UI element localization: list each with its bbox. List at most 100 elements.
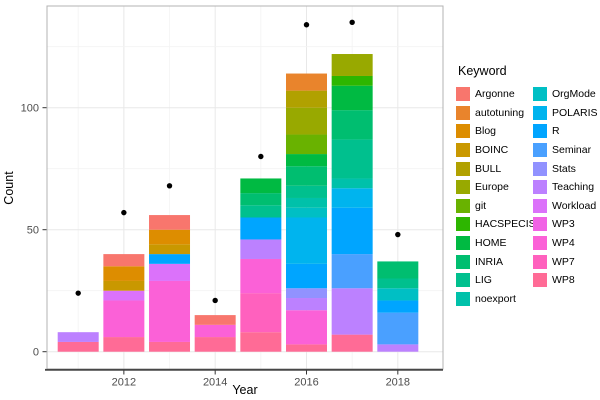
bar-segment-2017-Teaching xyxy=(331,288,373,335)
bar-segment-2018-Seminar xyxy=(377,312,419,345)
bar-segment-2016-R xyxy=(286,263,327,289)
legend-label: OrgMode xyxy=(552,88,596,101)
bar-segment-2017-POLARIS xyxy=(331,188,373,208)
bar-segment-2016-HOME xyxy=(286,154,327,167)
legend-item-LIG: LIG xyxy=(456,271,533,290)
bar-segment-2016-BULL xyxy=(286,90,327,108)
bar-segment-2016-OrgMode xyxy=(286,207,327,218)
total-dot-2017 xyxy=(349,19,355,25)
legend-label: POLARIS xyxy=(552,106,598,119)
y-tick-label-50: 50 xyxy=(27,225,39,237)
legend-item-Seminar: Seminar xyxy=(533,141,598,160)
x-tick-label-2016: 2016 xyxy=(294,377,318,389)
bar-segment-2012-WP4 xyxy=(103,300,145,338)
legend-item-WP7: WP7 xyxy=(533,252,598,271)
legend-swatch-noexport xyxy=(456,291,470,306)
bar-segment-2013-BOINC xyxy=(149,244,191,255)
bar-segment-2017-LIG xyxy=(331,139,373,179)
legend-swatch-LIG xyxy=(456,273,470,288)
legend-label: autotuning xyxy=(475,106,525,119)
bar-segment-2018-R xyxy=(377,300,419,313)
bar-segment-2016-autotuning xyxy=(286,73,327,91)
legend-item-WP8: WP8 xyxy=(533,271,598,290)
total-dot-2014 xyxy=(212,297,218,304)
bar-segment-2011-Teaching xyxy=(57,332,99,342)
bar-segment-2015-WP7 xyxy=(240,293,282,333)
bar-segment-2018-Teaching xyxy=(377,344,419,352)
bar-segment-2018-LIG xyxy=(377,278,419,289)
bar-segment-2013-WP4 xyxy=(149,280,191,342)
legend-item-Workload: Workload xyxy=(533,197,598,216)
legend-label: HOME xyxy=(475,237,507,250)
legend-label: WP8 xyxy=(552,274,575,287)
bar-segment-2013-WP8 xyxy=(149,341,191,352)
legend-label: git xyxy=(475,199,487,212)
legend-label: HACSPECIS xyxy=(475,218,536,231)
legend-swatch-WP3 xyxy=(533,217,547,232)
y-axis-title: Count xyxy=(2,171,16,205)
bar-segment-2011-WP8 xyxy=(57,341,99,352)
legend-label: Teaching xyxy=(552,181,595,194)
legend-item-WP3: WP3 xyxy=(533,215,598,234)
x-tick-label-2012: 2012 xyxy=(112,377,136,389)
legend-swatch-INRIA xyxy=(456,254,470,269)
bar-segment-2016-WP4 xyxy=(286,310,327,345)
legend-swatch-WP7 xyxy=(533,254,547,269)
bar-segment-2015-HOME xyxy=(240,178,282,194)
bar-segment-2012-Workload xyxy=(103,290,145,301)
total-dot-2015 xyxy=(258,153,264,160)
bar-segment-2012-Argonne xyxy=(103,254,145,267)
bar-segment-2013-Blog xyxy=(149,229,191,245)
legend-swatch-POLARIS xyxy=(533,105,547,120)
legend-swatch-git xyxy=(456,198,470,213)
legend-swatch-Seminar xyxy=(533,143,547,158)
legend-title: Keyword xyxy=(458,64,507,78)
total-dot-2013 xyxy=(166,183,173,189)
bar-segment-2015-WP8 xyxy=(240,332,282,352)
legend-swatch-HOME xyxy=(456,236,470,251)
bar-segment-2016-LIG xyxy=(286,185,327,198)
x-axis-title: Year xyxy=(232,383,258,397)
legend-item-WP4: WP4 xyxy=(533,234,598,253)
legend-label: Blog xyxy=(475,125,497,138)
legend-item-HOME: HOME xyxy=(456,234,533,253)
legend-item-Teaching: Teaching xyxy=(533,178,598,197)
bar-segment-2012-Blog xyxy=(103,266,145,281)
total-dot-2012 xyxy=(121,209,127,216)
legend-swatch-Europe xyxy=(456,180,470,195)
legend-label: Europe xyxy=(475,181,509,194)
legend-label: Stats xyxy=(552,162,576,175)
total-dot-2018 xyxy=(395,231,401,238)
bar-segment-2013-R xyxy=(149,254,191,264)
legend-item-Stats: Stats xyxy=(533,159,598,178)
legend-swatch-WP4 xyxy=(533,236,547,251)
bar-segment-2017-Europe xyxy=(331,54,373,76)
legend-swatch-BOINC xyxy=(456,143,470,158)
bar-segment-2015-Teaching xyxy=(240,239,282,259)
bar-segment-2015-INRIA xyxy=(240,193,282,206)
legend-item-R: R xyxy=(533,122,598,141)
legend-swatch-Blog xyxy=(456,124,470,139)
legend: Keyword Argonne autotuning Blog BOINC BULL Eu… xyxy=(456,64,598,308)
legend-swatch-Teaching xyxy=(533,180,547,195)
legend-swatch-Argonne xyxy=(456,87,470,102)
x-tick-label-2018: 2018 xyxy=(386,377,410,389)
bar-segment-2016-Teaching xyxy=(286,298,327,311)
legend-label: BULL xyxy=(475,162,502,175)
bar-segment-2016-noexport xyxy=(286,197,327,208)
legend-label: WP7 xyxy=(552,255,575,268)
bar-segment-2015-WP4 xyxy=(240,258,282,294)
legend-column-2: OrgMode POLARIS R Seminar Stats Teaching Workl… xyxy=(533,85,598,308)
legend-label: LIG xyxy=(475,274,492,287)
legend-column-1: Argonne autotuning Blog BOINC BULL Europe git H… xyxy=(456,85,536,308)
legend-item-Argonne: Argonne xyxy=(456,85,533,104)
legend-swatch-OrgMode xyxy=(533,87,547,102)
legend-item-INRIA: INRIA xyxy=(456,252,533,271)
bar-segment-2017-WP8 xyxy=(331,334,373,352)
bar-segment-2016-git xyxy=(286,134,327,155)
bar-segment-2016-INRIA xyxy=(286,166,327,186)
bar-segment-2016-POLARIS xyxy=(286,217,327,264)
legend-label: Argonne xyxy=(475,88,515,101)
legend-item-Europe: Europe xyxy=(456,178,533,197)
